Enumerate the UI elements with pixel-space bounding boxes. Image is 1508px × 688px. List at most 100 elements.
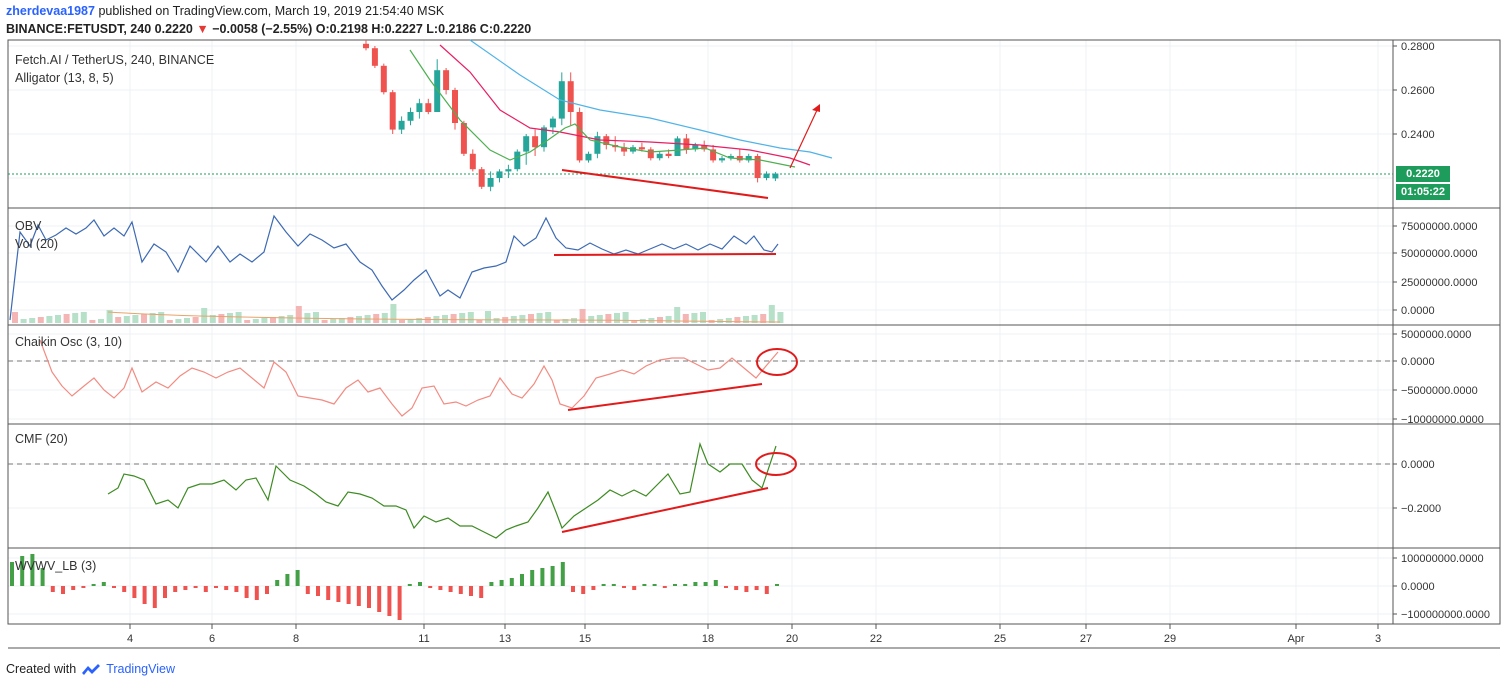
- candle-body: [719, 158, 725, 161]
- volume-bar: [80, 312, 87, 323]
- volume-bar: [407, 319, 414, 323]
- candle-body: [727, 156, 734, 159]
- wvwv-bar: [163, 586, 167, 598]
- volume-bar: [55, 315, 61, 323]
- ohlc-values: O:0.2198 H:0.2227 L:0.2186 C:0.2220: [315, 22, 532, 36]
- wvwv-label: WVWV_LB (3): [15, 559, 97, 573]
- candle-body: [549, 118, 556, 128]
- volume-bar: [665, 316, 672, 323]
- volume-bar: [743, 316, 749, 323]
- alligator-lips-line: [409, 49, 796, 168]
- wvwv-bar: [152, 586, 157, 608]
- price-tick-label: 0.2600: [1401, 85, 1435, 97]
- wvwv-bar: [479, 586, 484, 598]
- volume-bar: [201, 308, 208, 323]
- chaikin-tick-label: −10000000.0000: [1401, 414, 1484, 426]
- wvwv-bar: [224, 586, 229, 590]
- volume-bar: [227, 313, 233, 323]
- wvwv-bar: [509, 578, 514, 586]
- cmf-tick-label: 0.0000: [1401, 459, 1435, 471]
- time-tick-label: 25: [994, 633, 1006, 645]
- obv-label: OBV: [15, 219, 42, 233]
- wvwv-bar: [336, 586, 341, 602]
- volume-bar: [192, 317, 199, 323]
- wvwv-bar: [234, 586, 239, 592]
- candle-body: [532, 136, 539, 148]
- wvwv-bar: [611, 584, 616, 586]
- candle-body: [496, 171, 503, 178]
- wvwv-bar: [764, 586, 769, 594]
- volume-bar: [674, 307, 681, 323]
- candle-body: [638, 147, 645, 150]
- candle-body: [763, 173, 770, 178]
- volume-bar: [657, 317, 663, 323]
- symbol-header: BINANCE:FETUSDT, 240 0.2220 ▼ −0.0058 (−…: [6, 22, 531, 36]
- wvwv-bar: [173, 586, 178, 592]
- volume-bar: [596, 315, 603, 323]
- volume-bar: [12, 312, 18, 323]
- candle-body: [371, 48, 378, 66]
- volume-bar: [390, 304, 397, 323]
- wvwv-bar: [581, 586, 586, 594]
- wvwv-bar: [377, 586, 382, 612]
- volume-bar: [72, 313, 79, 323]
- last-price: 0.2220: [154, 22, 193, 36]
- wvwv-bar: [734, 586, 739, 590]
- footer-created: Created with: [6, 662, 77, 676]
- candle-body: [692, 145, 699, 150]
- candle-body: [380, 65, 387, 93]
- candle-body: [434, 70, 441, 112]
- footer: Created with TradingView: [6, 662, 175, 676]
- volume-bar: [132, 315, 139, 323]
- volume-bar: [166, 320, 173, 323]
- wvwv-bar: [305, 586, 310, 594]
- wvwv-bar: [367, 586, 371, 608]
- volume-bar: [278, 316, 285, 323]
- candle-body: [469, 153, 476, 170]
- cmf-line: [107, 441, 777, 539]
- volume-bar: [442, 315, 448, 323]
- tradingview-brand-link[interactable]: TradingView: [106, 662, 175, 676]
- volume-bar: [98, 319, 104, 323]
- wvwv-bar: [775, 584, 779, 586]
- volume-bar: [295, 306, 302, 323]
- volume-bar: [691, 313, 698, 323]
- wvwv-bar: [469, 586, 473, 596]
- wvwv-bar: [214, 586, 218, 588]
- volume-bar: [614, 313, 620, 323]
- wvwv-bar: [744, 586, 749, 592]
- obv-support-line: [553, 253, 777, 256]
- candle-body: [523, 136, 530, 152]
- volume-bar: [321, 320, 328, 323]
- wvwv-bar: [101, 582, 106, 586]
- price-tick-label: 0.2800: [1401, 41, 1435, 53]
- main-pane-title: Fetch.AI / TetherUS, 240, BINANCE: [15, 53, 215, 67]
- volume-bar: [622, 312, 629, 323]
- wvwv-bar: [112, 586, 116, 588]
- chaikin-tick-label: −5000000.0000: [1401, 385, 1478, 397]
- wvwv-bar: [265, 586, 269, 594]
- candle-body: [416, 103, 423, 112]
- wvwv-bar: [683, 584, 688, 586]
- wvwv-bar: [632, 586, 637, 590]
- volume-bar: [347, 317, 354, 323]
- down-arrow-icon: ▼: [196, 22, 209, 36]
- candle-body: [665, 153, 672, 156]
- obv-tick-label: 75000000.0000: [1401, 221, 1477, 233]
- wvwv-bar: [254, 586, 259, 600]
- wvwv-bar: [458, 586, 463, 594]
- author-link[interactable]: zherdevaa1987: [6, 4, 95, 18]
- wvwv-tick-label: 100000000.0000: [1401, 553, 1484, 565]
- volume-bar: [89, 320, 96, 323]
- price-change: −0.0058 (−2.55%): [212, 22, 313, 36]
- volume-bar: [725, 318, 732, 323]
- candle-body: [363, 43, 369, 49]
- wvwv-bar: [346, 586, 351, 604]
- wvwv-bar: [530, 570, 535, 586]
- volume-bar: [777, 312, 784, 323]
- volume-bar: [562, 319, 569, 323]
- wvwv-bar: [428, 586, 433, 588]
- volume-bar: [381, 313, 388, 323]
- wvwv-bar: [183, 586, 188, 590]
